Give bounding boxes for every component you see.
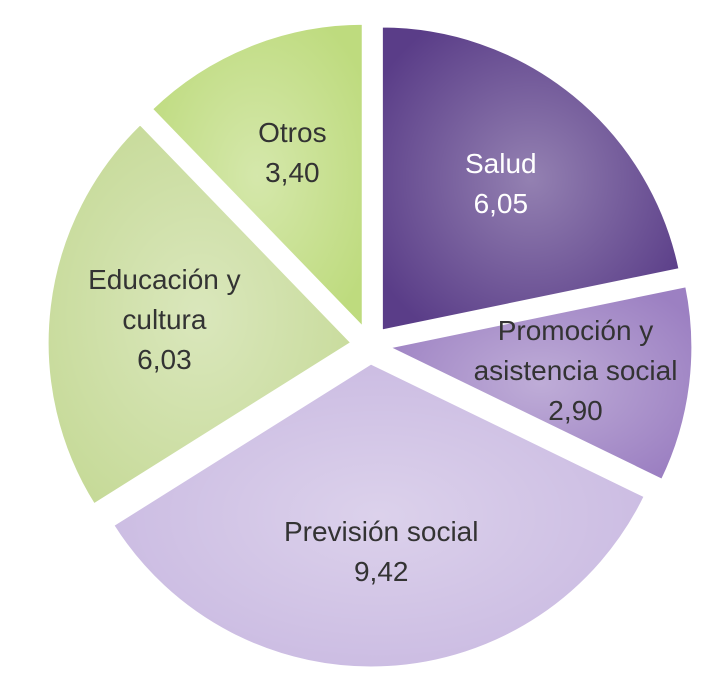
slice-label: Educación y cultura 6,03 [49,260,279,380]
value-label: 3,40 [265,156,320,188]
category-label: Promoción y asistencia social [473,314,678,386]
slice-label: Promoción y asistencia social 2,90 [461,311,691,431]
category-label: Otros [258,116,327,148]
category-label: Salud [465,148,537,180]
slice-label: Otros 3,40 [177,113,407,193]
category-label: Educación y cultura [88,264,241,336]
value-label: 9,42 [353,555,409,587]
slice-sheen [47,123,353,505]
slice-sheen [151,23,364,329]
slice-sheen [112,362,646,668]
value-label: 2,90 [548,394,603,426]
value-label: 6,03 [137,344,192,376]
slice-label: Previsión social 9,42 [266,512,496,592]
slice-sheen [387,285,693,481]
slice-sheen [381,26,681,332]
slice-label: Salud 6,05 [386,144,616,224]
category-label: Previsión social [283,515,479,547]
value-label: 6,05 [473,188,529,220]
